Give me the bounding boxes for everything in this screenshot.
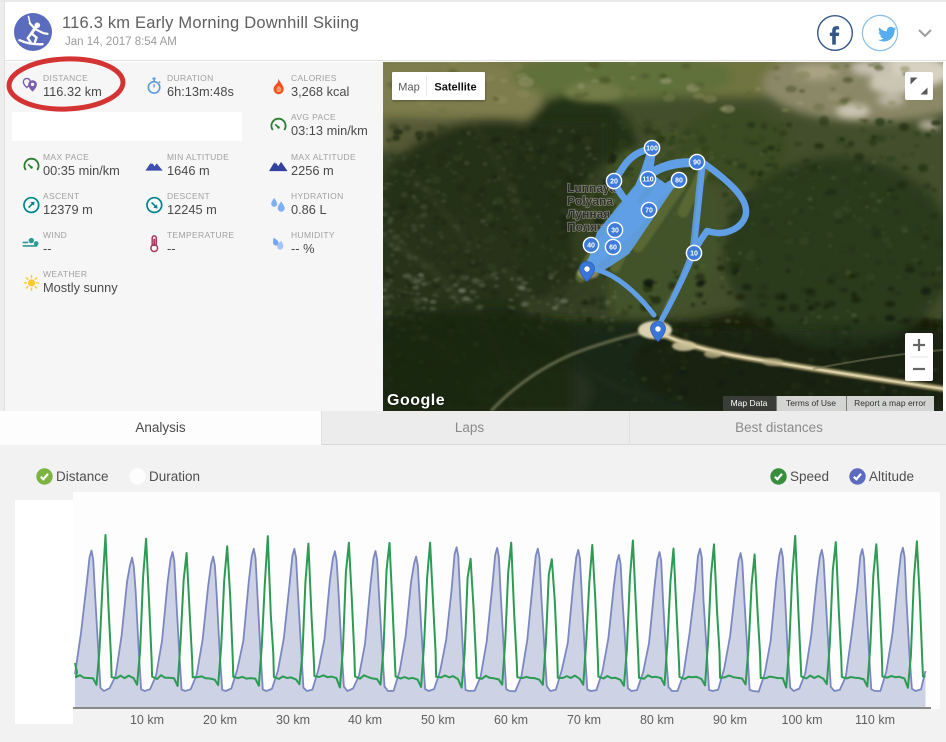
svg-text:Terms of Use: Terms of Use: [786, 398, 836, 408]
svg-text:20: 20: [610, 179, 618, 186]
svg-text:Lunnaya: Lunnaya: [567, 181, 617, 195]
svg-text:110: 110: [642, 177, 653, 184]
svg-text:100: 100: [646, 146, 658, 153]
svg-text:10: 10: [690, 251, 698, 258]
svg-text:Report a map error: Report a map error: [854, 398, 926, 408]
svg-text:70: 70: [645, 208, 653, 215]
svg-text:Google: Google: [387, 392, 445, 409]
svg-text:80: 80: [675, 178, 683, 185]
svg-text:30: 30: [611, 228, 619, 235]
svg-text:Map: Map: [398, 82, 419, 94]
svg-text:Лунная: Лунная: [567, 207, 610, 221]
svg-text:Satellite: Satellite: [434, 82, 476, 94]
svg-text:60: 60: [609, 245, 617, 252]
svg-text:90: 90: [693, 160, 701, 167]
svg-text:Polyana: Polyana: [567, 194, 613, 208]
svg-text:40: 40: [587, 243, 595, 250]
svg-text:Map Data: Map Data: [731, 398, 768, 408]
